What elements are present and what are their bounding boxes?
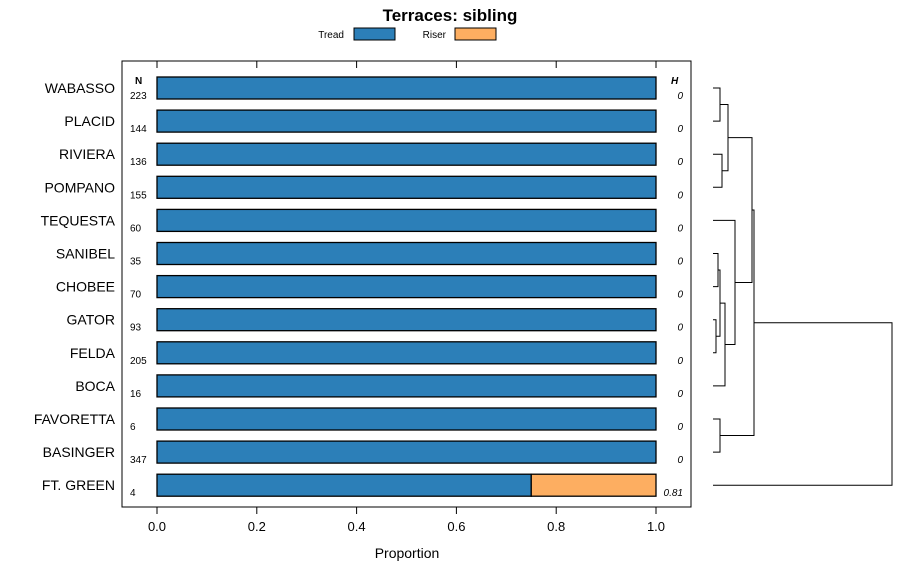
n-value: 6 [130,422,136,433]
dendrogram-branch [728,137,753,283]
dendrogram-branch [713,322,893,486]
x-tick-label: 0.8 [547,519,565,534]
n-value: 93 [130,323,142,334]
bar-segment-tread [156,175,657,199]
dendrogram-branch [720,104,729,172]
n-value: 144 [130,124,147,135]
n-value: 4 [130,488,136,499]
h-value: 0 [677,389,683,400]
n-value: 205 [130,356,147,367]
dendrogram-branch [713,253,719,288]
bar-segment-tread [156,109,657,133]
x-tick-label: 0.6 [447,519,465,534]
row-label: FT. GREEN [42,477,115,493]
x-tick-label: 0.0 [148,519,166,534]
x-axis: 0.0 0.2 0.4 0.6 0.8 1.0 [148,61,665,534]
row-label: SANIBEL [56,246,115,262]
rows: WABASSO 223 0 PLACID 144 0 RIVIERA 136 0 POMPANO 1… [34,76,683,499]
legend: Tread Riser [318,27,497,41]
row-label: FELDA [70,345,116,361]
bar-segment-tread [156,341,657,365]
h-column-header: H [671,76,679,87]
x-tick-label: 1.0 [647,519,665,534]
dendrogram [713,87,893,486]
bar-segment-tread [156,208,657,233]
chart-title: Terraces: sibling [383,6,518,25]
dendrogram-branch [713,319,717,354]
x-axis-label: Proportion [375,545,440,561]
h-value: 0 [677,290,683,301]
dendrogram-branch [713,87,721,122]
h-value: 0 [677,356,683,367]
n-value: 70 [130,290,142,301]
legend-label-riser: Riser [423,30,447,41]
n-value: 347 [130,455,147,466]
row-label: FAVORETTA [34,411,116,427]
h-value: 0 [677,422,683,433]
h-value: 0 [677,124,683,135]
row-label: WABASSO [45,80,115,96]
n-value: 155 [130,190,147,201]
legend-swatch-tread [353,27,396,41]
row-label: RIVIERA [59,146,116,162]
x-tick-label: 0.4 [348,519,366,534]
h-value: 0 [677,91,683,102]
legend-swatch-riser [454,27,497,41]
h-value: 0.81 [664,488,683,499]
dendrogram-branch [713,153,723,188]
row-label: PLACID [64,113,115,129]
h-value: 0 [677,190,683,201]
dendrogram-branch [713,302,726,387]
n-value: 16 [130,389,142,400]
bar-segment-tread [156,308,657,332]
x-tick-label: 0.2 [248,519,266,534]
h-value: 0 [677,223,683,234]
row-label: BOCA [75,378,115,394]
bar-segment-tread [156,76,657,100]
h-value: 0 [677,257,683,268]
n-value: 35 [130,257,142,268]
legend-label-tread: Tread [318,30,344,41]
bar-segment-tread [156,142,657,166]
bar-segment-riser [530,473,657,497]
n-value: 136 [130,157,147,168]
bar-segment-tread [156,407,657,431]
n-value: 60 [130,223,142,234]
n-value: 223 [130,91,147,102]
bar-segment-tread [156,374,657,398]
n-column-header: N [135,76,142,87]
h-value: 0 [677,455,683,466]
plot-frame [121,60,692,508]
row-label: CHOBEE [56,279,115,295]
bar-segment-tread [156,241,657,266]
row-label: POMPANO [44,179,115,195]
bar-segment-tread [156,274,657,299]
dendrogram-branch [713,418,721,453]
row-label: BASINGER [43,444,115,460]
h-value: 0 [677,323,683,334]
bar-segment-tread [156,473,532,497]
bar-segment-tread [156,440,657,464]
row-label: GATOR [67,312,116,328]
h-value: 0 [677,157,683,168]
row-label: TEQUESTA [41,212,116,228]
